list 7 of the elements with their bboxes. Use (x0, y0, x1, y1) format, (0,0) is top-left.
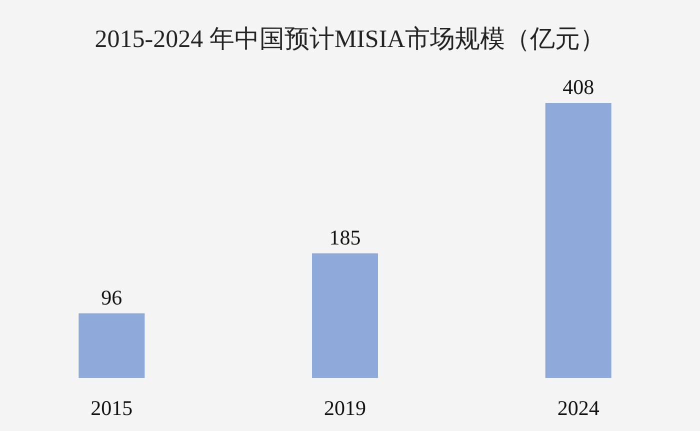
x-tick-label: 2024 (557, 396, 600, 420)
x-tick-label: 2019 (324, 396, 366, 420)
data-label: 96 (101, 285, 122, 310)
data-label: 408 (562, 75, 594, 99)
data-label: 185 (329, 225, 361, 250)
x-tick-label: 2015 (90, 396, 133, 420)
chart-title: 2015-2024 年中国预计MISIA市场规模（亿元） (94, 25, 606, 53)
